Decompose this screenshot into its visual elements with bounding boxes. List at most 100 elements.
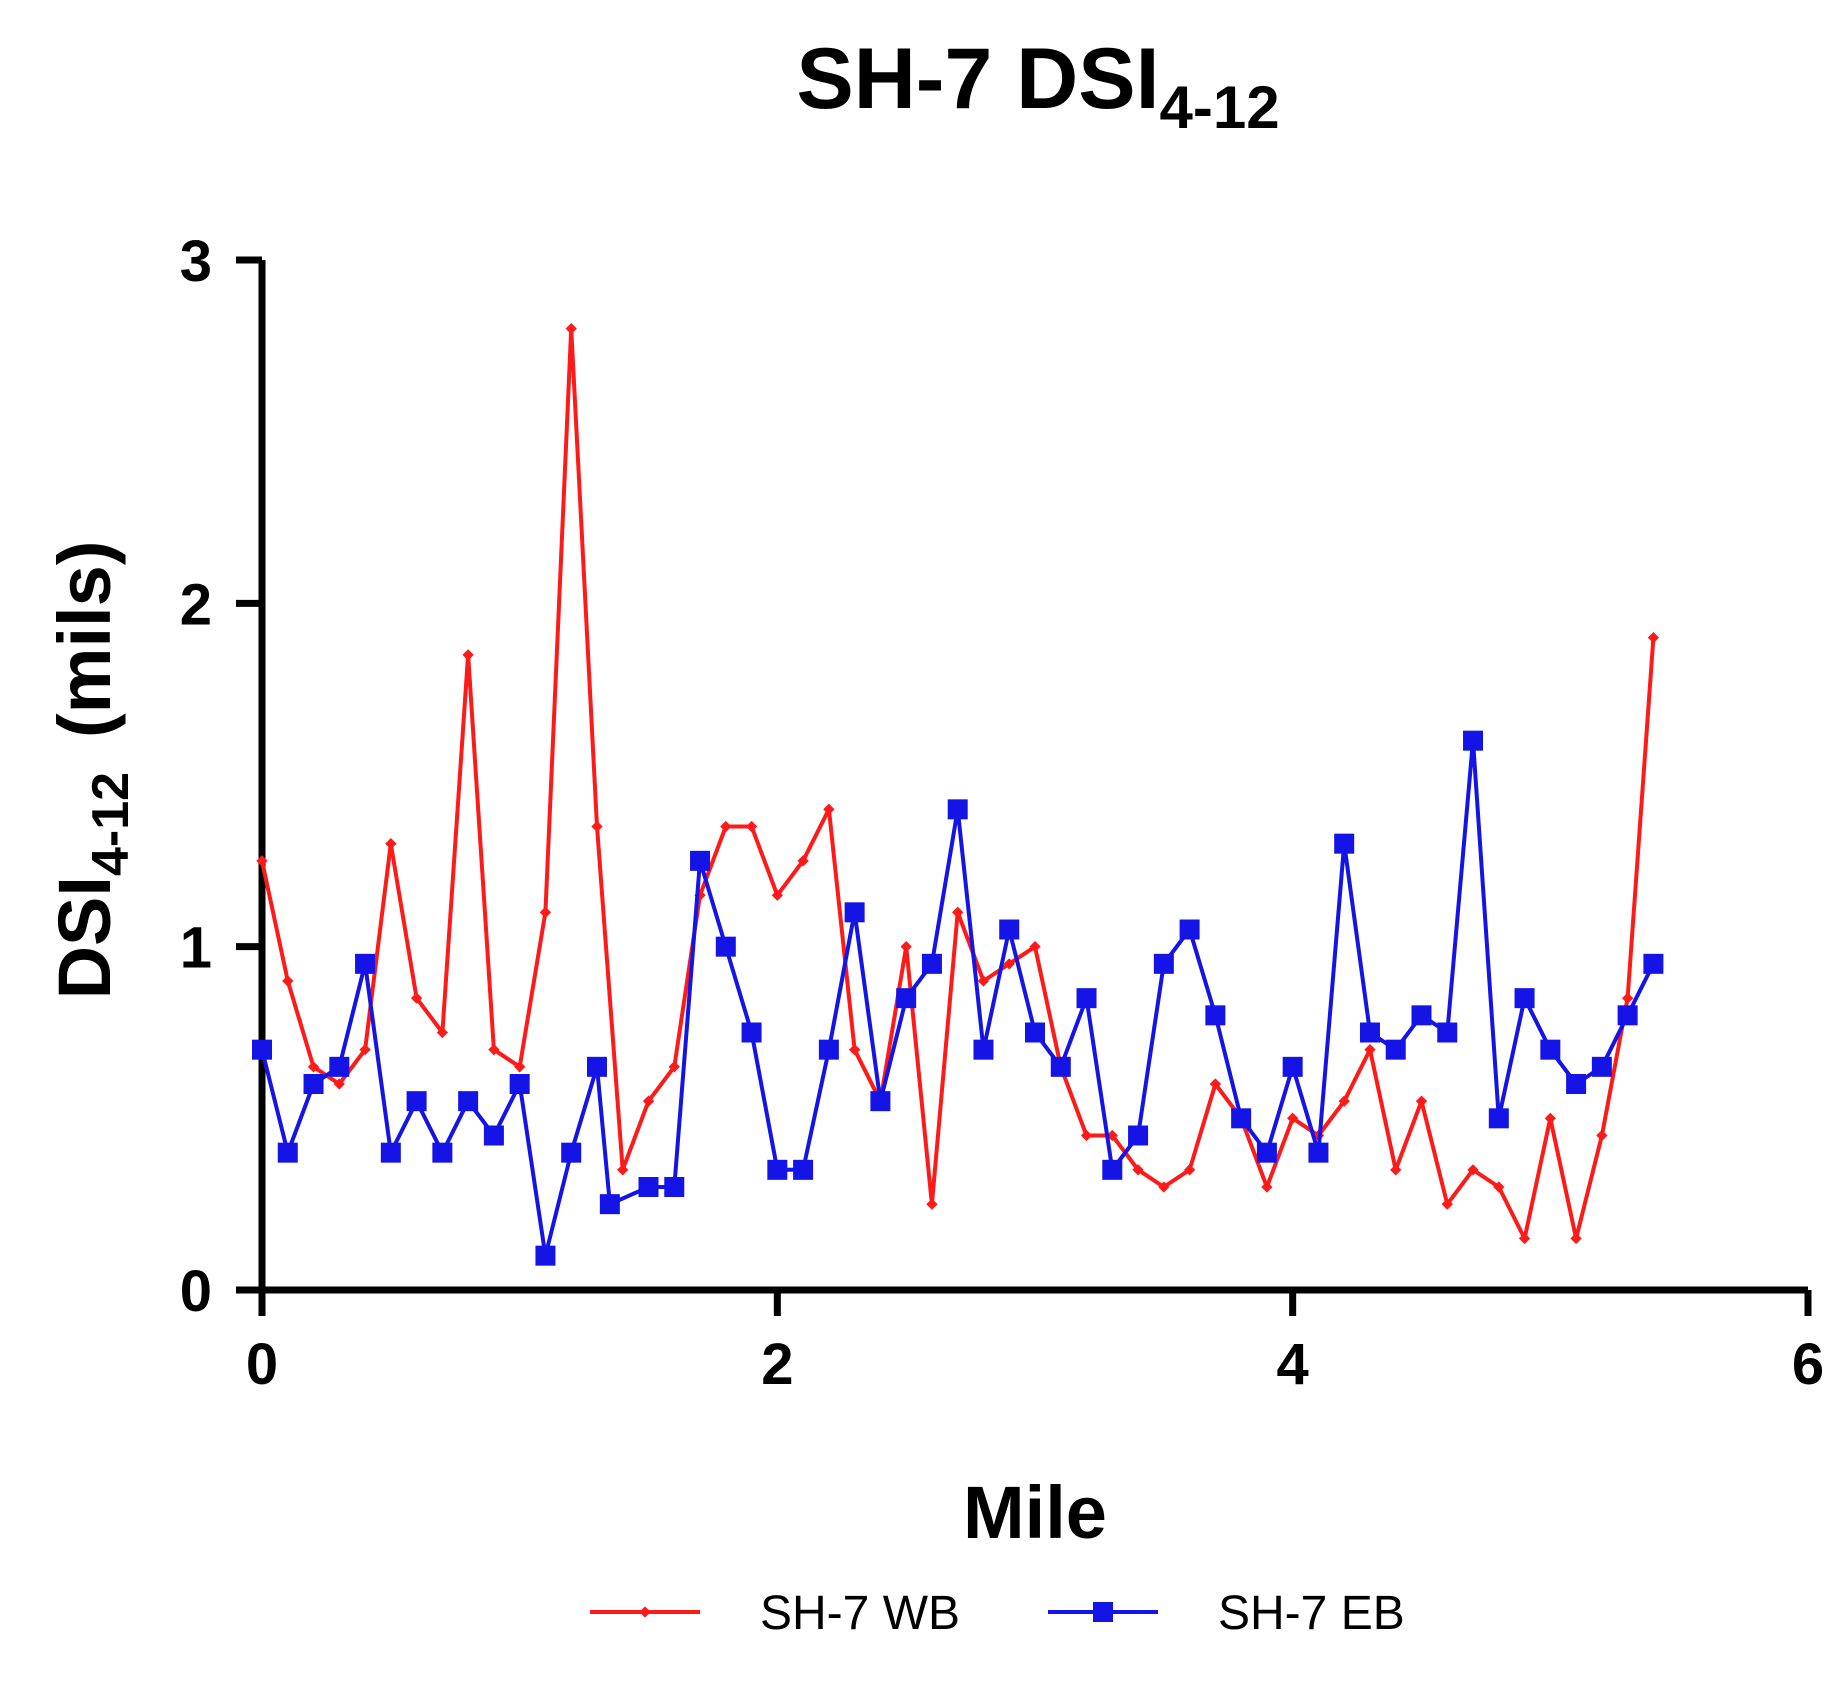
series-1-point-38 <box>1231 1108 1252 1129</box>
series-1-point-36 <box>1179 919 1200 940</box>
series-0-point-26 <box>926 1198 938 1210</box>
series-0-point-28 <box>977 975 990 987</box>
series-1-point-20 <box>767 1159 788 1180</box>
series-0-point-1 <box>282 975 294 987</box>
series-0-point-45 <box>1415 1095 1428 1107</box>
series-0-point-16 <box>668 1061 680 1073</box>
series-1-point-29 <box>999 919 1020 940</box>
series-0-point-34 <box>1132 1164 1144 1176</box>
series-0-point-52 <box>1596 1129 1608 1142</box>
x-tick-label-1: 2 <box>761 1332 793 1397</box>
series-0-point-0 <box>256 855 268 867</box>
chart-title: SH-7 DSI4-12 <box>796 31 1279 141</box>
series-1-point-49 <box>1514 988 1535 1009</box>
series-1-point-33 <box>1102 1159 1123 1180</box>
series-1-point-7 <box>432 1142 453 1163</box>
series-1-point-2 <box>303 1074 324 1094</box>
series-1-point-52 <box>1591 1056 1612 1077</box>
legend-marker-wb <box>639 1606 651 1618</box>
series-1-point-19 <box>741 1022 762 1043</box>
axis-ticks <box>236 256 1812 1316</box>
legend-label-eb: SH-7 EB <box>1218 1587 1405 1640</box>
series-0-point-8 <box>462 649 474 661</box>
series-0-point-50 <box>1544 1112 1556 1125</box>
series-1-point-16 <box>664 1177 685 1197</box>
series-0-point-40 <box>1286 1112 1299 1124</box>
series-1-point-32 <box>1076 988 1097 1009</box>
series-1-point-40 <box>1282 1056 1303 1077</box>
series-1-point-1 <box>277 1142 298 1163</box>
legend-marker-eb <box>1093 1602 1113 1622</box>
series-0-point-3 <box>333 1078 345 1090</box>
legend-item-wb: SH-7 WB <box>590 1587 960 1640</box>
y-axis-title: DSI4-12 (mils) <box>43 541 140 1000</box>
series-0-point-43 <box>1364 1043 1376 1056</box>
y-axis-title-subscript: 4-12 <box>82 772 140 876</box>
x-tick-label-3: 6 <box>1792 1332 1824 1397</box>
series-1-point-9 <box>483 1125 504 1146</box>
series-0-point-53 <box>1621 992 1634 1004</box>
x-tick-label-2: 4 <box>1277 1332 1309 1397</box>
series-1-point-12 <box>561 1142 582 1163</box>
series-1-point-23 <box>844 902 865 923</box>
series-1-point-45 <box>1411 1005 1432 1026</box>
series-1-point-41 <box>1308 1142 1329 1163</box>
series-1-point-10 <box>509 1074 530 1094</box>
series-1-point-18 <box>715 936 736 957</box>
series-1-point-8 <box>458 1091 479 1112</box>
series-1-point-28 <box>973 1039 994 1060</box>
legend-item-eb: SH-7 EB <box>1048 1587 1405 1640</box>
series-0-point-39 <box>1261 1181 1273 1193</box>
series-1-point-43 <box>1359 1022 1380 1043</box>
series-1-point-6 <box>406 1091 427 1112</box>
series-1-point-53 <box>1617 1005 1638 1026</box>
series-1-point-31 <box>1050 1056 1071 1077</box>
series-1-point-14 <box>599 1194 620 1215</box>
series-0-point-13 <box>591 820 603 833</box>
series-0-point-10 <box>513 1061 526 1073</box>
series-1-point-54 <box>1643 953 1664 974</box>
series-1-point-48 <box>1488 1108 1509 1129</box>
series-1-point-27 <box>947 799 968 820</box>
series-0-point-27 <box>952 906 964 918</box>
series-0-point-18 <box>720 820 732 833</box>
y-tick-label-2: 2 <box>180 572 212 637</box>
x-tick-label-0: 0 <box>246 1332 278 1397</box>
chart-title-subscript: 4-12 <box>1160 74 1280 141</box>
series-0-point-51 <box>1570 1232 1582 1245</box>
series-0-point-54 <box>1647 632 1660 644</box>
chart-title-main: SH-7 DSI <box>796 31 1159 127</box>
series-1-point-44 <box>1385 1039 1406 1060</box>
series-1-point-50 <box>1540 1039 1561 1060</box>
axis-tick-labels: 0 2 4 6 0 1 2 3 <box>180 229 1824 1397</box>
series-1-point-15 <box>638 1177 659 1197</box>
series-1-point-42 <box>1334 833 1355 854</box>
series-0-point-12 <box>565 323 577 335</box>
series-1-point-51 <box>1566 1074 1587 1094</box>
series-0-point-6 <box>410 992 423 1004</box>
series-1-point-39 <box>1256 1142 1277 1163</box>
series-0-point-21 <box>797 855 809 867</box>
legend-label-wb: SH-7 WB <box>760 1587 960 1640</box>
series-0-point-5 <box>385 838 397 850</box>
series-1-point-4 <box>355 953 376 974</box>
series-1-point-25 <box>896 988 917 1009</box>
series-1-point-24 <box>870 1091 891 1112</box>
series-0-point-32 <box>1080 1129 1093 1142</box>
series-1-point-37 <box>1205 1005 1226 1026</box>
series-1-point-35 <box>1153 953 1174 974</box>
series-1-point-5 <box>380 1142 401 1163</box>
series-1-point-17 <box>690 850 711 871</box>
y-tick-label-3: 3 <box>180 229 212 294</box>
series-1-point-30 <box>1025 1022 1045 1043</box>
x-axis-title: Mile <box>963 1471 1107 1554</box>
series-1-point-26 <box>921 953 942 974</box>
y-axis-title-unit: (mils) <box>43 541 126 738</box>
series-1 <box>252 730 1664 1266</box>
series-0-point-22 <box>823 803 835 815</box>
series-0-point-11 <box>539 906 552 919</box>
series-1-point-22 <box>818 1039 839 1060</box>
legend: SH-7 WB SH-7 EB <box>590 1587 1405 1640</box>
series-1-point-0 <box>252 1039 272 1060</box>
